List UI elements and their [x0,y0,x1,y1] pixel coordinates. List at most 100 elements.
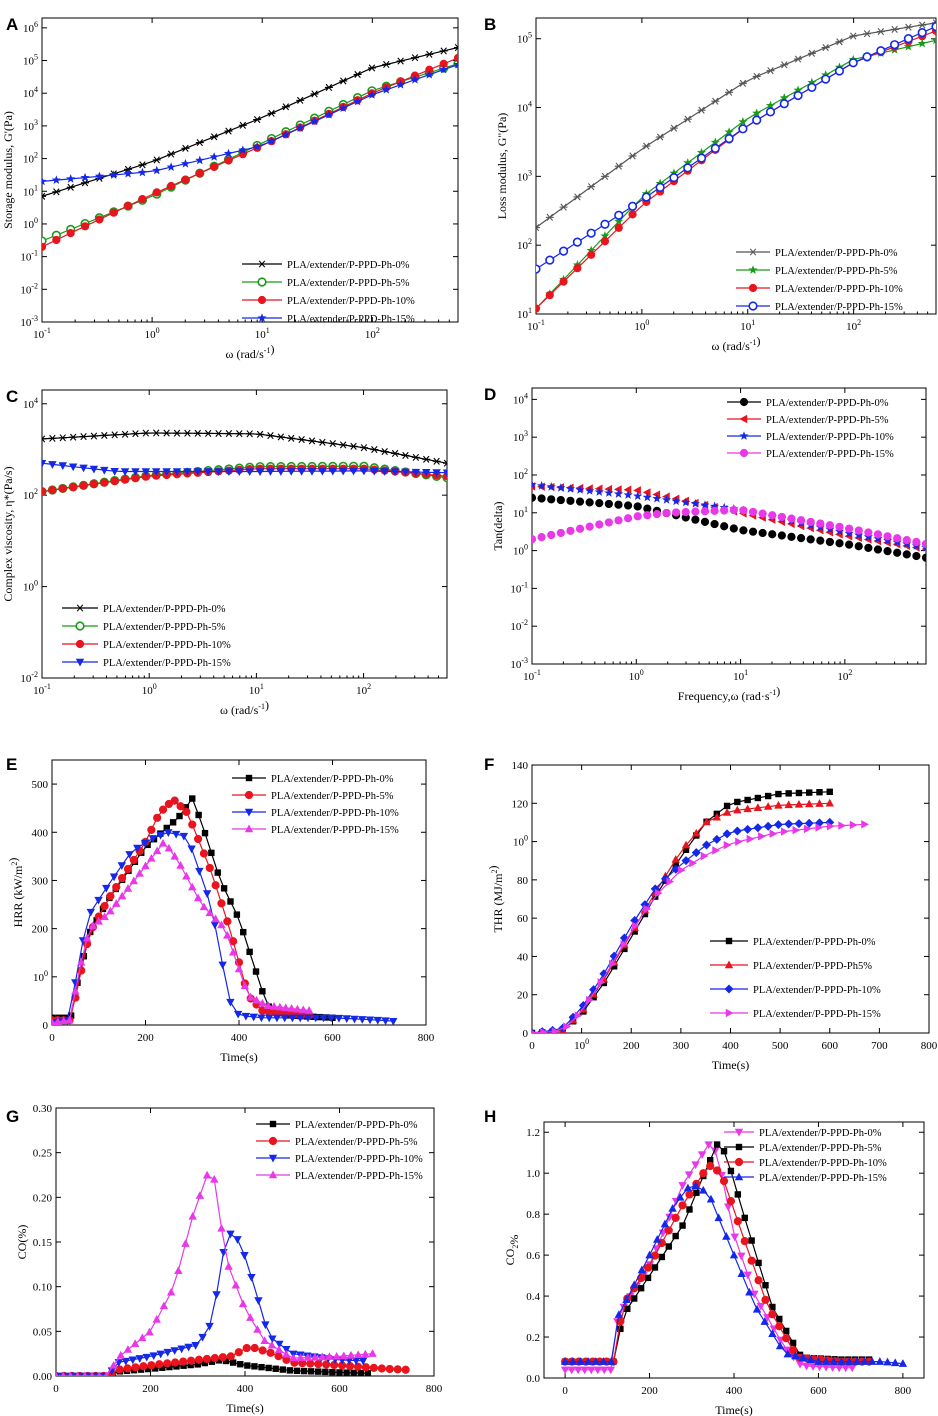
data-point [710,137,720,147]
data-point [644,1274,652,1282]
data-point [713,1166,722,1175]
data-point [891,1358,900,1367]
data-point [536,224,540,232]
data-point [775,790,782,798]
x-tick-label: 800 [921,1040,938,1052]
data-point [672,1232,679,1240]
data-point [669,168,679,178]
data-point [287,1004,296,1012]
data-point [231,1280,241,1289]
y-tick-label: 102 [513,467,528,482]
chart-F: F 0 100 200 300 400 500 600 700 800 0 20 40 60 80 100 12… [484,755,938,1072]
data-point [155,1360,164,1369]
legend-label: PLA/extender/P-PPD-Ph-10% [759,1158,887,1169]
data-point [600,172,609,180]
data-point [609,959,617,968]
data-point [252,995,261,1004]
data-point [329,1368,336,1376]
data-point [107,1367,117,1376]
y-tick-label: 0 [523,1028,529,1040]
data-point [614,210,624,220]
data-point [170,1347,179,1355]
legend-label: PLA/extender/P-PPD-Ph-10% [271,808,399,819]
data-point [795,1360,805,1369]
y-tick-label: 100 [513,834,528,849]
data-point [266,1348,275,1357]
data-point [825,798,834,807]
series-line [42,468,447,493]
data-point [264,1001,273,1010]
y-tick-label: 100 [23,579,38,594]
data-point [573,1366,583,1375]
data-point [599,969,609,979]
data-point [681,856,691,866]
data-point [410,54,419,62]
y-tick-label: 120 [512,798,529,810]
y-axis-label: Complex viscosity, η*(Pa/s) [1,466,15,601]
data-point [195,1191,205,1199]
data-point [370,446,379,454]
chart-A: A 10-1 100 101 102 10-3 10-2 10-1 100 101 102 103 10… [1,15,459,361]
data-point [828,1364,837,1372]
data-point [422,455,431,463]
data-point [279,1366,286,1373]
legend-marker [268,1136,278,1146]
data-point [125,851,134,859]
x-axis-label: Time(s) [226,1401,264,1415]
data-point [188,820,197,829]
legend-label: PLA/extender/P-PPD-Ph-5% [295,1137,418,1148]
data-point [238,121,247,129]
data-point [668,1204,677,1212]
data-point [79,464,88,473]
data-point [652,493,662,503]
series-line [532,821,830,1033]
data-point [334,1014,344,1023]
y-axis-label: HRR (kW/m2) [6,858,25,928]
data-point [643,904,652,914]
data-point [768,511,777,520]
data-point [289,1353,298,1362]
data-point [227,898,234,905]
legend-marker [724,960,734,969]
data-point [589,985,599,995]
data-point [152,156,161,164]
data-point [373,1016,382,1025]
data-point [67,1371,73,1376]
data-point [764,792,772,800]
data-point [282,1349,291,1358]
x-tick-label: 101 [740,318,755,333]
data-point [734,798,741,806]
data-point [77,957,86,966]
data-point [676,1192,685,1201]
data-point [837,1357,846,1365]
data-point [424,69,434,79]
data-point [890,25,899,33]
data-point [656,133,665,141]
data-point [849,820,858,830]
x-axis-label: Time(s) [715,1403,753,1416]
data-point [738,79,747,87]
data-point [131,1363,140,1372]
data-point [328,440,337,448]
y-tick-label: 104 [513,391,528,406]
y-tick-label: 140 [512,760,529,772]
legend-marker [75,621,85,631]
data-point [614,1310,624,1318]
data-point [765,107,776,117]
data-point [617,1325,624,1333]
y-tick-label: 10-1 [510,580,528,595]
data-point [821,44,830,52]
data-point [217,1223,226,1232]
data-point [266,136,277,146]
data-point [723,802,731,810]
chart-G: G 0 200 400 600 800 0.00 0.05 0.10 0.15 0.20 0.25 0.… [6,1103,443,1415]
data-point [274,1352,283,1361]
data-point [303,1353,313,1361]
data-point [89,432,98,440]
data-point [100,431,109,440]
data-point [614,223,623,232]
series-3 [52,829,398,1025]
data-point [453,53,458,63]
y-tick-label: 103 [513,429,528,444]
data-point [586,228,596,238]
